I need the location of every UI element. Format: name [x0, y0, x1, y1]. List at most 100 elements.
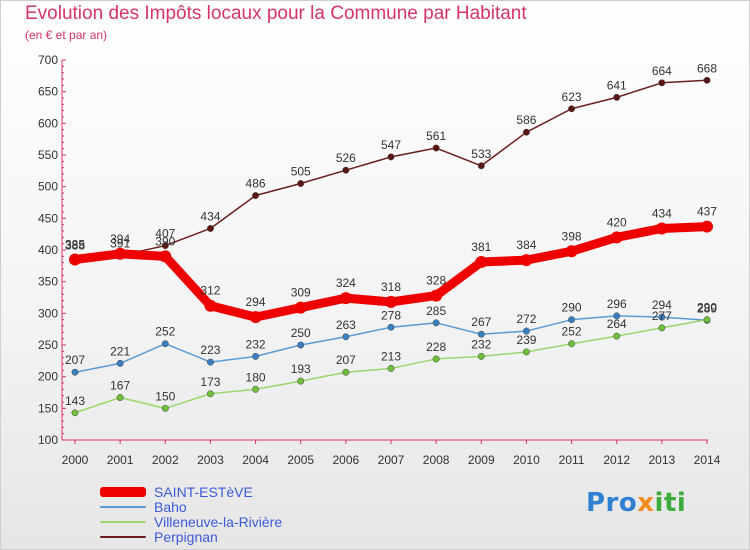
data-point — [701, 220, 713, 233]
data-label: 390 — [155, 234, 175, 248]
data-point — [522, 128, 530, 136]
y-tick-label: 300 — [38, 306, 58, 320]
chart-legend: SAINT-ESTèVE Baho Villeneuve-la-Rivière Per… — [100, 483, 283, 545]
data-label: 641 — [607, 78, 627, 92]
x-tick-label: 2006 — [333, 453, 360, 467]
data-label: 264 — [607, 317, 627, 331]
data-point — [658, 79, 666, 87]
data-point — [161, 404, 169, 412]
data-point — [658, 313, 666, 321]
data-label: 278 — [381, 308, 401, 322]
data-label: 309 — [291, 286, 311, 300]
data-label: 277 — [652, 309, 672, 323]
data-point — [342, 333, 350, 341]
y-tick-label: 400 — [38, 243, 58, 257]
data-label: 420 — [607, 215, 627, 229]
x-tick-label: 2012 — [603, 453, 630, 467]
data-point — [387, 364, 395, 372]
x-tick-label: 2011 — [559, 453, 585, 467]
data-point — [297, 180, 305, 187]
data-point — [430, 289, 443, 302]
data-label: 193 — [291, 362, 311, 376]
x-tick-label: 2004 — [242, 453, 269, 467]
data-point — [204, 299, 217, 312]
data-point — [116, 394, 124, 402]
data-label: 285 — [426, 304, 446, 318]
data-point — [703, 316, 711, 324]
data-point — [610, 231, 623, 244]
data-label: 290 — [562, 301, 582, 315]
y-tick-label: 650 — [38, 85, 58, 99]
data-label: 207 — [336, 353, 356, 367]
logo-part-1: Pro — [586, 488, 638, 518]
y-tick-label: 500 — [38, 180, 58, 194]
data-point — [116, 359, 124, 367]
legend-swatch — [100, 486, 146, 497]
data-label: 384 — [516, 238, 536, 252]
legend-label: Villeneuve-la-Rivière — [154, 513, 283, 530]
data-label: 434 — [652, 206, 672, 220]
y-tick-label: 350 — [38, 275, 58, 289]
data-point — [161, 340, 169, 348]
data-label: 294 — [246, 295, 266, 309]
x-tick-label: 2008 — [423, 453, 450, 467]
data-label: 232 — [246, 337, 266, 351]
data-point — [477, 352, 485, 360]
legend-swatch — [100, 520, 146, 523]
data-point — [297, 377, 305, 385]
x-tick-label: 2005 — [287, 453, 314, 467]
data-point — [655, 222, 668, 235]
data-label: 664 — [652, 64, 672, 78]
data-label: 252 — [562, 325, 582, 339]
y-tick-label: 450 — [38, 211, 58, 225]
data-label: 561 — [426, 129, 446, 143]
data-label: 526 — [336, 151, 356, 165]
data-point — [613, 332, 621, 340]
data-label: 167 — [110, 379, 130, 393]
data-label: 272 — [516, 312, 536, 326]
data-label: 312 — [200, 284, 220, 298]
data-point — [568, 105, 576, 113]
data-label: 533 — [471, 147, 491, 161]
data-label: 668 — [697, 61, 717, 75]
data-label: 398 — [562, 229, 582, 243]
data-label: 586 — [516, 113, 536, 127]
data-point — [385, 295, 397, 308]
data-label: 290 — [697, 301, 717, 315]
y-tick-label: 700 — [38, 53, 58, 67]
data-label: 228 — [426, 340, 446, 354]
data-point — [658, 324, 666, 332]
data-label: 232 — [471, 337, 491, 351]
data-point — [522, 327, 530, 335]
legend-label: SAINT-ESTèVE — [154, 483, 253, 500]
data-point — [339, 292, 352, 305]
data-point — [161, 242, 169, 250]
legend-item: SAINT-ESTèVE — [100, 483, 282, 500]
data-label: 207 — [65, 353, 85, 367]
data-label: 213 — [381, 349, 401, 363]
data-label: 223 — [200, 343, 220, 357]
data-point — [565, 245, 578, 258]
x-tick-label: 2002 — [152, 453, 179, 467]
data-label: 173 — [200, 375, 220, 389]
data-label: 239 — [516, 333, 536, 347]
data-point — [432, 144, 440, 152]
data-label: 267 — [471, 315, 491, 329]
x-tick-label: 2007 — [378, 453, 405, 467]
data-point — [522, 348, 530, 356]
data-point — [432, 319, 440, 327]
legend-label: Baho — [154, 498, 187, 515]
data-point — [387, 323, 395, 331]
chart-title: Evolution des Impôts locaux pour la Comm… — [25, 3, 527, 24]
data-point — [249, 311, 262, 324]
data-label: 328 — [426, 274, 446, 288]
data-point — [342, 166, 350, 174]
legend-item: Villeneuve-la-Rivière — [100, 513, 283, 530]
legend-item: Perpignan — [100, 528, 282, 545]
x-tick-label: 2001 — [107, 453, 134, 467]
data-label: 391 — [110, 237, 130, 251]
legend-label: Perpignan — [154, 528, 218, 545]
y-tick-label: 550 — [38, 148, 58, 162]
